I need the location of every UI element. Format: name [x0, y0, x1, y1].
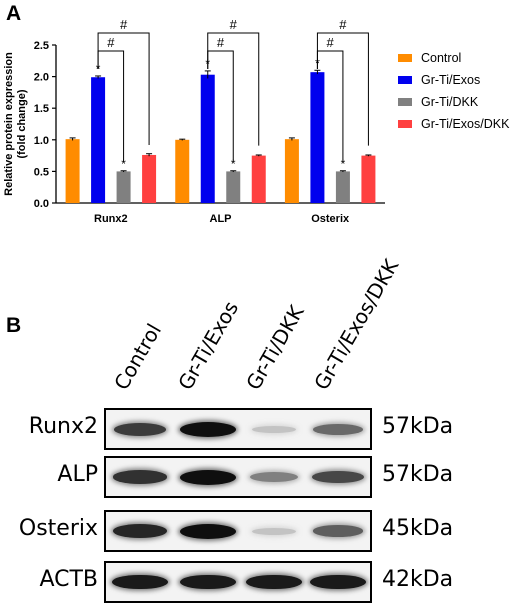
blot-band — [180, 421, 236, 437]
significance-star: * — [341, 157, 346, 171]
significance-hash: # — [339, 17, 347, 32]
bar — [200, 74, 215, 203]
legend-swatch — [398, 120, 412, 128]
legend-swatch — [398, 98, 412, 106]
y-tick-label: 2.5 — [34, 40, 49, 52]
bar — [284, 139, 299, 203]
blot-band — [312, 470, 364, 484]
blot-size-label: 57kDa — [382, 462, 454, 487]
x-axis: Runx2 ALP Osterix — [56, 202, 385, 225]
bar — [91, 77, 106, 203]
legend-item: Control — [398, 47, 509, 69]
blot-protein-label: ACTB — [39, 567, 98, 592]
significance-star: * — [121, 157, 126, 171]
blot-band — [113, 422, 167, 436]
blot-band — [252, 527, 296, 535]
significance-hash: # — [327, 35, 335, 50]
significance-hash: # — [217, 35, 225, 50]
blot-band — [310, 574, 366, 590]
blot-size-label: 45kDa — [382, 516, 454, 541]
blot-size-label: 57kDa — [382, 414, 454, 439]
legend-item: Gr-Ti/Exos — [398, 69, 509, 91]
significance-hash: # — [107, 35, 115, 50]
significance-bracket — [97, 32, 150, 145]
blot-strip — [104, 561, 372, 603]
significance-annotations: **##**##**## — [96, 17, 369, 171]
y-tick-label: 1.5 — [34, 103, 49, 115]
blot-strip — [104, 456, 372, 498]
panel-a-label: A — [6, 2, 22, 25]
bar — [65, 139, 80, 203]
bar — [361, 155, 376, 203]
blot-band — [252, 425, 296, 433]
bar — [310, 72, 325, 204]
y-tick-label: 0.5 — [34, 166, 49, 178]
bar — [116, 171, 131, 203]
legend-item: Gr-Ti/Exos/DKK — [398, 113, 509, 135]
bar-chart: 0.0 0.5 1.0 1.5 2.0 2.5 Runx2 ALP Osterix * * # # *… — [3, 17, 385, 225]
bar — [251, 155, 266, 203]
blot-band — [180, 574, 236, 590]
blot-band — [313, 423, 363, 435]
bar — [142, 154, 157, 203]
chart-legend: Control Gr-Ti/Exos Gr-Ti/DKK Gr-Ti/Exos/DKK — [398, 47, 509, 135]
legend-label: Gr-Ti/Exos — [421, 73, 481, 87]
bar — [335, 171, 350, 203]
x-tick-label: ALP — [210, 213, 232, 225]
legend-item: Gr-Ti/DKK — [398, 91, 509, 113]
x-tick-label: Runx2 — [94, 213, 128, 225]
legend-swatch — [398, 54, 412, 62]
blot-band — [112, 524, 168, 538]
significance-star: * — [231, 157, 236, 171]
panel-b-label: B — [6, 314, 22, 337]
legend-label: Control — [421, 51, 462, 65]
legend-label: Gr-Ti/DKK — [421, 95, 479, 109]
significance-bracket — [316, 32, 369, 146]
legend-swatch — [398, 76, 412, 84]
bar — [175, 139, 190, 203]
blot-column-label: Gr-Ti/Exos — [173, 296, 244, 394]
bars-group — [65, 69, 376, 204]
blot-size-label: 42kDa — [382, 567, 454, 592]
blot-band — [180, 469, 236, 485]
significance-bracket — [207, 32, 260, 146]
blot-band — [180, 523, 236, 539]
y-tick-label: 0.0 — [34, 198, 49, 210]
blot-protein-label: Osterix — [18, 516, 98, 541]
blot-strip — [104, 408, 372, 450]
y-axis: 0.0 0.5 1.0 1.5 2.0 2.5 — [34, 40, 57, 210]
blot-band — [112, 574, 168, 590]
blot-protein-label: ALP — [57, 462, 98, 487]
x-tick-label: Osterix — [311, 213, 350, 225]
y-axis-label-line2: (fold change) — [16, 89, 28, 158]
significance-hash: # — [120, 17, 128, 32]
y-tick-label: 1.0 — [34, 135, 49, 147]
bar — [226, 171, 241, 203]
blot-column-label: Control — [109, 319, 167, 394]
blot-protein-label: Runx2 — [28, 414, 98, 439]
y-axis-label-line1: Relative protein expression — [3, 52, 15, 196]
blot-band — [113, 470, 167, 484]
blot-band — [312, 525, 364, 537]
blot-band — [246, 574, 302, 590]
significance-hash: # — [230, 17, 238, 32]
blot-column-label: Gr-Ti/DKK — [241, 301, 309, 394]
legend-label: Gr-Ti/Exos/DKK — [421, 117, 510, 131]
y-tick-label: 2.0 — [34, 72, 49, 84]
blot-strip — [104, 510, 372, 552]
blot-band — [250, 472, 298, 482]
